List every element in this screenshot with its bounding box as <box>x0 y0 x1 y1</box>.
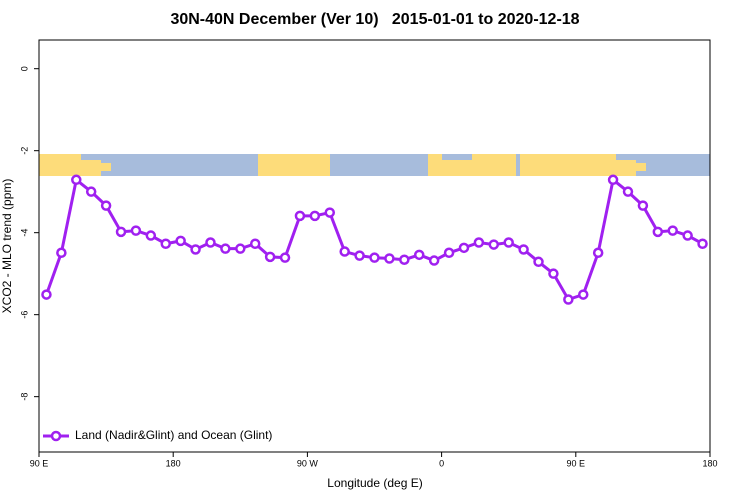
data-point <box>294 210 306 222</box>
series-line <box>45 177 704 302</box>
x-tick-label: 180 <box>166 458 181 468</box>
data-point <box>235 243 246 254</box>
chart-title: 30N-40N December (Ver 10) 2015-01-01 to … <box>170 11 579 28</box>
data-point <box>190 244 201 255</box>
data-point <box>399 254 410 265</box>
data-point <box>145 230 157 241</box>
data-point <box>339 246 350 257</box>
data-point <box>622 186 634 197</box>
legend-label: Land (Nadir&Glint) and Ocean (Glint) <box>75 428 272 442</box>
y-tick-label: -6 <box>19 311 29 319</box>
y-tick-label: -2 <box>19 147 29 155</box>
data-point <box>458 242 470 254</box>
data-point <box>85 186 97 197</box>
data-point <box>175 235 186 247</box>
data-point <box>279 252 291 263</box>
data-point <box>428 255 440 266</box>
data-point <box>563 294 574 305</box>
data-point <box>503 237 514 248</box>
x-tick-label: 90 W <box>297 458 319 468</box>
data-point <box>518 244 529 255</box>
data-point <box>548 268 559 279</box>
x-axis-label: Longitude (deg E) <box>327 476 422 490</box>
x-tick-label: 90 E <box>30 458 49 468</box>
data-point <box>443 247 455 259</box>
data-point <box>697 238 708 249</box>
data-point <box>56 247 67 259</box>
data-point <box>309 210 321 222</box>
data-point <box>100 200 112 211</box>
map-band <box>39 154 710 176</box>
data-point <box>667 225 678 236</box>
data-point <box>324 207 336 218</box>
data-point <box>607 174 619 186</box>
y-axis-label: XCO2 - MLO trend (ppm) <box>0 179 14 314</box>
x-tick-label: 180 <box>702 458 717 468</box>
data-point <box>115 226 127 238</box>
data-point <box>354 250 365 261</box>
y-tick-label: 0 <box>19 66 29 71</box>
data-point <box>249 238 261 249</box>
data-point <box>205 237 216 248</box>
data-point <box>369 252 380 263</box>
x-tick-label: 90 E <box>567 458 586 468</box>
data-point <box>578 289 589 300</box>
data-point <box>488 239 500 250</box>
data-point <box>130 225 142 236</box>
data-point <box>533 256 544 268</box>
data-point <box>652 226 664 238</box>
data-point <box>71 174 82 186</box>
data-point <box>637 200 649 211</box>
data-point <box>160 238 171 249</box>
data-point <box>473 237 485 248</box>
data-point <box>264 251 276 263</box>
plot-frame <box>38 39 711 453</box>
data-point <box>413 249 425 261</box>
legend-marker <box>50 430 62 442</box>
y-tick-label: -4 <box>19 229 29 237</box>
data-point <box>592 247 604 259</box>
x-tick-label: 0 <box>439 458 444 468</box>
data-point <box>384 253 395 264</box>
y-tick-label: -8 <box>19 393 29 401</box>
data-point <box>220 243 231 254</box>
data-point <box>41 289 52 300</box>
data-point <box>682 230 693 241</box>
